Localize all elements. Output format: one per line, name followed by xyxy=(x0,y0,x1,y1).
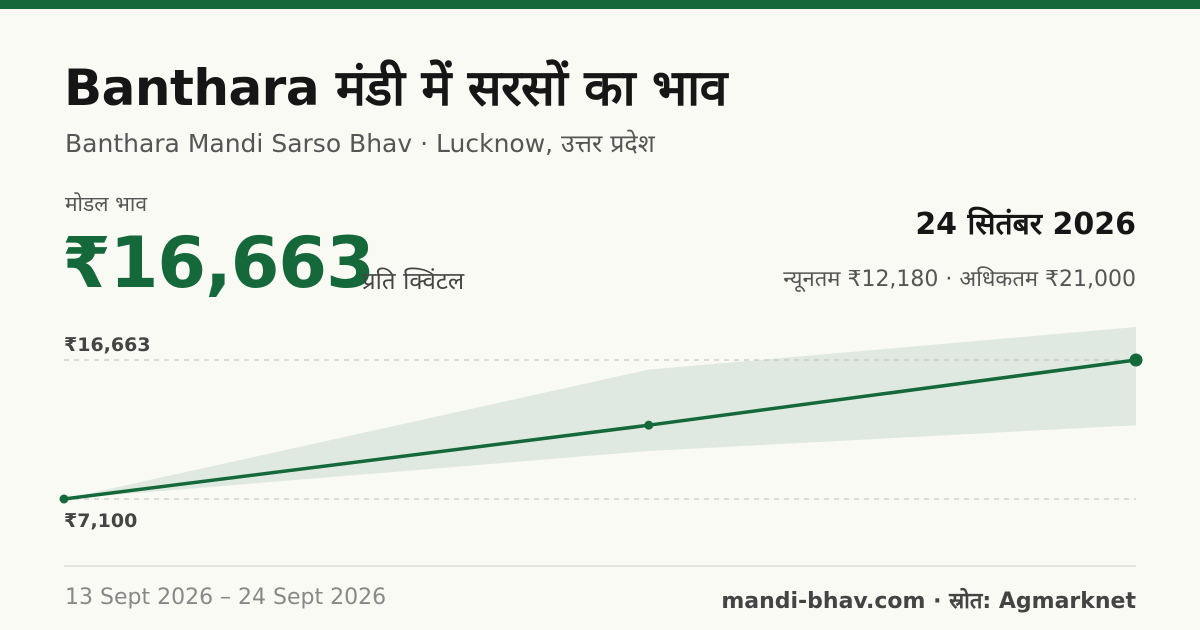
footer-divider xyxy=(64,565,1136,567)
data-point xyxy=(644,420,654,430)
modal-price-label: मोडल भाव xyxy=(65,192,148,216)
page-title: Banthara मंडी में सरसों का भाव xyxy=(64,59,727,117)
price-chart: ₹16,663 ₹7,100 xyxy=(59,327,1143,532)
y-tick-label-top: ₹16,663 xyxy=(64,334,151,356)
price-unit: प्रति क्विंटल xyxy=(362,267,465,295)
min-max-band xyxy=(64,327,1136,499)
price-date: 24 सितंबर 2026 xyxy=(915,207,1136,242)
data-points xyxy=(59,353,1143,504)
date-range: 13 Sept 2026 – 24 Sept 2026 xyxy=(65,585,387,610)
modal-price-value: ₹16,663 xyxy=(62,222,375,304)
y-tick-label-bottom: ₹7,100 xyxy=(64,510,137,532)
data-point xyxy=(1129,353,1143,367)
data-point xyxy=(59,494,69,504)
page-subtitle: Banthara Mandi Sarso Bhav · Lucknow, उत्… xyxy=(65,129,655,158)
source-credit: mandi-bhav.com · स्रोत: Agmarknet xyxy=(721,589,1136,614)
min-max-price: न्यूनतम ₹12,180 · अधिकतम ₹21,000 xyxy=(783,267,1136,292)
top-accent-bar xyxy=(0,0,1200,9)
